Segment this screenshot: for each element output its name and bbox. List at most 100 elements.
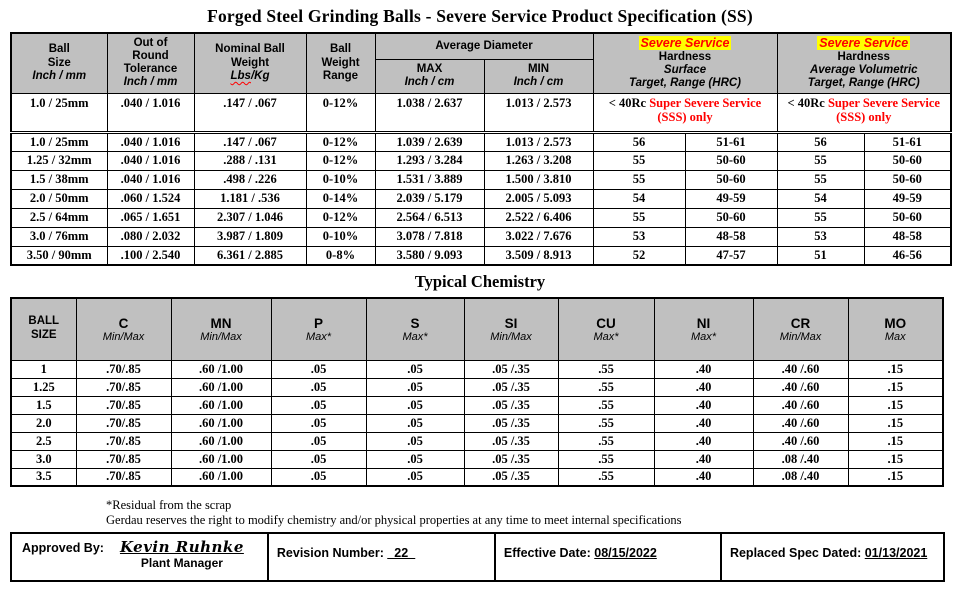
chemistry-cell: .40 xyxy=(653,449,754,469)
element-limit-type: Max* xyxy=(402,330,428,343)
spec-row: 2.5 / 64mm .065 / 1.651 2.307 / 1.046 0-12%… xyxy=(10,207,952,228)
spec-cell: 55 xyxy=(776,169,865,190)
chemistry-cell: .40 /.60 xyxy=(752,395,849,415)
spec-cell: 46-56 xyxy=(863,245,952,266)
spec-row: 1.5 / 38mm .040 / 1.016.498 / .226 0-10% 1.… xyxy=(10,169,952,190)
spec-cell: .040 / 1.016 xyxy=(106,92,195,134)
element-limit-type: Max* xyxy=(305,330,332,343)
notes-block: *Residual from the scrap Gerdau reserves… xyxy=(106,498,950,529)
chemistry-ball-size-line2: SIZE xyxy=(30,329,57,342)
spec-header-oor-line2: Round xyxy=(132,50,169,63)
chemistry-col-header: NI Max* xyxy=(653,297,754,361)
element-symbol: NI xyxy=(696,315,711,331)
spec-cell: 1.500 / 3.810 xyxy=(483,169,594,190)
spec-cell: 3.987 / 1.809 xyxy=(193,226,307,247)
signer-title: Plant Manager xyxy=(140,555,223,570)
sss-note-prefix: < 40Rc xyxy=(787,95,828,110)
approval-cell-effective-date: Effective Date: 08/15/2022 xyxy=(496,533,722,580)
spec-header-max: MAX Inch / cm xyxy=(374,58,485,94)
spec-cell: .147 / .067 xyxy=(193,131,307,152)
spec-row: 3.0 / 76mm .080 / 2.032 3.987 / 1.809 0-10%… xyxy=(10,226,952,247)
chemistry-cell: .05 xyxy=(365,431,465,451)
page-title: Forged Steel Grinding Balls - Severe Ser… xyxy=(207,6,753,26)
spec-cell: 55 xyxy=(776,150,865,171)
spec-cell: 53 xyxy=(776,226,865,247)
element-symbol: SI xyxy=(504,315,518,331)
spec-cell: .288 / .131 xyxy=(193,150,307,171)
spec-cell: 52 xyxy=(592,245,686,266)
chemistry-cell: .08 /.40 xyxy=(752,449,849,469)
spec-header-average-diameter-label: Average Diameter xyxy=(435,39,533,52)
element-symbol: P xyxy=(313,315,323,331)
chemistry-cell: .05 /.35 xyxy=(463,413,559,433)
spec-header-weight-units-lbs: Lbs xyxy=(230,69,251,82)
spec-header-range-line3: Range xyxy=(322,69,359,82)
spec-cell: 51-61 xyxy=(684,131,778,152)
chemistry-cell: 1.5 xyxy=(10,395,77,415)
element-symbol: MO xyxy=(884,315,907,331)
spec-cell: 1.0 / 25mm xyxy=(10,92,108,134)
spec-header-ball-size-line2: Size xyxy=(47,56,71,69)
spec-cell: 6.361 / 2.885 xyxy=(193,245,307,266)
sss-note-surface: < 40Rc Super Severe Service (SSS) only xyxy=(592,92,778,134)
element-symbol: CR xyxy=(790,315,811,331)
chemistry-cell: .70/.85 xyxy=(75,449,172,469)
severe-service-badge: Severe Service xyxy=(817,35,911,51)
chemistry-cell: 1 xyxy=(10,359,77,379)
spec-cell: .060 / 1.524 xyxy=(106,188,195,209)
spec-cell: 3.580 / 9.093 xyxy=(374,245,485,266)
spec-cell: 2.005 / 5.093 xyxy=(483,188,594,209)
chemistry-cell: .40 xyxy=(653,413,754,433)
spec-cell: 53 xyxy=(592,226,686,247)
chemistry-cell: .05 xyxy=(270,449,367,469)
spec-row: 2.0 / 50mm .060 / 1.524 1.181 / .536 0-14% 2… xyxy=(10,188,952,209)
chemistry-cell: 3.5 xyxy=(10,467,77,487)
chemistry-cell: .05 xyxy=(365,395,465,415)
spec-header-hardness-label: Hardness xyxy=(837,51,890,64)
chemistry-cell: .08 /.40 xyxy=(752,467,849,487)
spec-cell: 1.531 / 3.889 xyxy=(374,169,485,190)
chemistry-cell: .15 xyxy=(847,413,944,433)
chemistry-cell: .15 xyxy=(847,377,944,397)
spec-cell: 1.181 / .536 xyxy=(193,188,307,209)
chemistry-cell: .55 xyxy=(557,449,655,469)
chemistry-col-header: P Max* xyxy=(270,297,367,361)
spec-header-oor-units: Inch / mm xyxy=(123,76,178,89)
spec-cell: .498 / .226 xyxy=(193,169,307,190)
spec-cell: 3.022 / 7.676 xyxy=(483,226,594,247)
spec-header-weight-range: Ball Weight Range xyxy=(305,32,376,94)
chemistry-cell: .70/.85 xyxy=(75,431,172,451)
chemistry-cell: .05 xyxy=(270,377,367,397)
replaced-spec-label: Replaced Spec Dated: xyxy=(729,545,862,560)
spec-header-max-label: MAX xyxy=(416,62,443,75)
spec-cell: 50-60 xyxy=(863,150,952,171)
spec-header-ball-size-units: Inch / mm xyxy=(32,69,87,82)
element-symbol: S xyxy=(410,315,420,331)
chemistry-row: 2.5.70/.85.60 /1.00.05.05.05 /.35.55.40.… xyxy=(10,431,944,451)
chemistry-cell: .05 xyxy=(270,395,367,415)
note-residual: *Residual from the scrap xyxy=(106,498,232,512)
chemistry-cell: .60 /1.00 xyxy=(170,467,272,487)
spec-cell: 51-61 xyxy=(863,131,952,152)
spec-row: 3.50 / 90mm .100 / 2.540 6.361 / 2.885 0-8%… xyxy=(10,245,952,266)
spec-cell: 0-10% xyxy=(305,169,376,190)
chemistry-table: BALL SIZE C Min/Max MN Min/Max P Max* S Max* SI M… xyxy=(10,297,944,487)
effective-date-label: Effective Date: xyxy=(503,545,591,560)
spec-header-ball-size-line1: Ball xyxy=(48,43,70,56)
chemistry-cell: .70/.85 xyxy=(75,359,172,379)
spec-header-min-label: MIN xyxy=(527,62,550,75)
element-limit-type: Max xyxy=(884,330,906,343)
spec-cell: 2.0 / 50mm xyxy=(10,188,108,209)
spec-table-body: 1.0 / 25mm .040 / 1.016 .147 / .067 0-12… xyxy=(10,92,952,266)
spec-header-target-range-label: Target, Range (HRC) xyxy=(807,77,920,90)
chemistry-cell: .15 xyxy=(847,395,944,415)
spec-header-out-of-round: Out of Round Tolerance Inch / mm xyxy=(106,32,195,94)
spec-header-avg-volumetric-label: Average Volumetric xyxy=(809,64,918,77)
document-page: Forged Steel Grinding Balls - Severe Ser… xyxy=(10,6,952,582)
spec-cell: 1.263 / 3.208 xyxy=(483,150,594,171)
spec-cell: 50-60 xyxy=(863,169,952,190)
spec-header-min: MIN Inch / cm xyxy=(483,58,594,94)
chemistry-cell: .15 xyxy=(847,431,944,451)
chemistry-cell: .60 /1.00 xyxy=(170,413,272,433)
spec-cell: .065 / 1.651 xyxy=(106,207,195,228)
